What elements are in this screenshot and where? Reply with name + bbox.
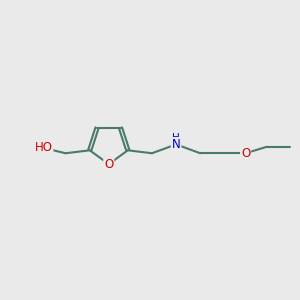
Text: O: O	[104, 158, 113, 171]
Text: HO: HO	[34, 141, 52, 154]
Text: N: N	[172, 138, 181, 151]
Text: H: H	[172, 133, 180, 143]
Text: O: O	[241, 147, 250, 160]
